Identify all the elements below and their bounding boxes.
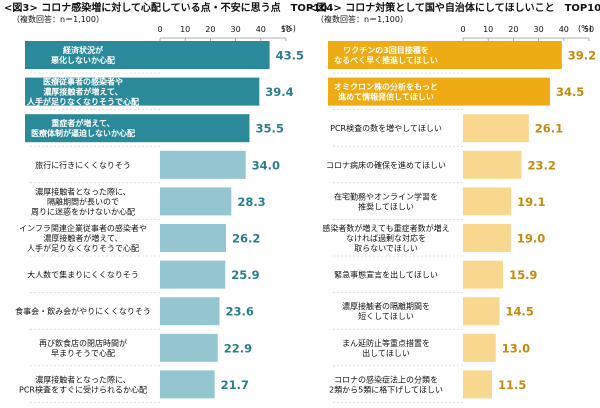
value-label: 43.5 [276,49,304,63]
value-label: 26.1 [535,122,563,136]
category-label: 医療従事者の感染者や濃厚接触者が増えて、人手が足りなくなりそうで心配 [27,77,139,107]
category-label: PCR検査の数を増やしてほしい [330,123,442,133]
bar [463,333,496,362]
value-label: 34.0 [252,158,280,172]
x-tick-label: 50 [281,25,291,34]
category-label: 重症者が増えて、医療体制が逼迫しないか心配 [31,118,135,138]
value-label: 39.2 [568,49,596,63]
value-label: 19.1 [517,195,545,209]
bar [463,41,562,69]
category-label-box [328,77,463,106]
value-label: 15.9 [509,268,537,282]
chart-title: <図3> コロナ感染増に対して心配している点・不安に思う点 TOP10 [4,1,327,14]
value-label: 21.7 [221,378,249,392]
category-label-box [25,114,160,143]
category-label: 濃厚接触者となった際に、隔離期間が長いので周りに迷惑をかけないか心配 [31,186,135,216]
bar [463,77,550,106]
x-tick-label: 40 [256,25,266,34]
bar [463,260,504,289]
value-label: 35.5 [255,122,283,136]
category-label: オミクロン株の分析をもっと進めて情報発信してほしい [334,82,438,102]
bar [160,370,215,399]
bar [160,187,232,216]
x-tick-label: 30 [231,25,241,34]
category-label: 在宅勤務やオンライン学習を推奨してほしい [334,191,438,211]
x-tick-label: 50 [584,25,594,34]
bar [463,187,512,216]
chart-title: <図4> コロナ対策として国や自治体にしてほしいこと TOP10 [308,1,600,14]
category-label: まん延防止等重点措置を出してほしい [342,338,430,358]
bar [463,224,511,252]
chart-subtitle: （複数回答：n＝1,100） [12,14,104,24]
category-label: 再び飲食店の閉店時間が早まりそうで心配 [39,338,127,358]
bar [160,41,270,69]
bar [463,114,529,143]
x-tick-label: 20 [508,25,518,34]
chart-fig3: <図3> コロナ感染増に対して心配している点・不安に思う点 TOP10 （複数回… [4,1,327,403]
bar [463,297,500,326]
category-label-box [25,77,160,106]
value-label: 25.9 [231,268,259,282]
category-label: コロナの感染症法上の分類を 2類から5類に格下げしてほしい [329,374,443,394]
chart-fig4: <図4> コロナ対策として国や自治体にしてほしいこと TOP10 （複数回答：n… [308,1,600,403]
value-label: 26.2 [232,232,260,246]
value-label: 23.6 [225,305,253,319]
x-tick-label: 30 [534,25,544,34]
bar [160,150,246,179]
x-tick-label: 10 [483,25,493,34]
x-tick-label: 40 [559,25,569,34]
x-tick-label: 20 [205,25,215,34]
category-label-box [25,41,160,69]
x-tick-label: 0 [460,25,465,34]
category-label: インフラ関連企業従事者の感染者や濃厚接触者が増えて、人手が足りなくなりそうで心配 [19,223,147,253]
bar [160,224,227,252]
bar [160,260,226,289]
category-label-box [328,41,463,69]
x-tick-label: 0 [157,25,162,34]
unit-label: (%) [578,24,592,33]
bar [463,370,492,399]
bar [160,114,250,143]
bar [463,150,522,179]
bar [160,77,260,106]
value-label: 22.9 [224,341,252,355]
value-label: 14.5 [506,305,534,319]
category-label: 感染者数が増えても重症者数が増えなければ過剰な対応を取らないでほしい [322,223,449,253]
category-label: ワクチンの3回目接種をなるべく早く推進してほしい [334,45,438,65]
value-label: 23.2 [527,158,555,172]
value-label: 13.0 [502,341,530,355]
unit-label: (%) [282,24,296,33]
category-label: 濃厚接触者の隔離期間を短くしてほしい [342,301,430,321]
value-label: 39.4 [265,85,293,99]
value-label: 34.5 [556,85,584,99]
category-label: 緊急事態宣言を出してほしい [334,270,438,280]
category-label: 大人数で集まりにくくなりそう [27,270,139,280]
bar [160,333,218,362]
category-label: 濃厚接触者となった際に、 PCR検査をすぐに受けられるか心配 [19,374,147,394]
value-label: 28.3 [237,195,265,209]
value-label: 11.5 [498,378,526,392]
value-label: 19.0 [517,232,545,246]
category-label: 経済状況が悪化しないか心配 [51,45,115,65]
bar [160,297,220,326]
x-tick-label: 10 [180,25,190,34]
category-label: コロナ病床の確保を進めてほしい [326,160,446,170]
category-label: 旅行に行きにくくなりそう [35,160,131,170]
chart-subtitle: （複数回答：n＝1,100） [316,14,408,24]
category-label: 食事会・飲み会がやりにくくなりそう [15,306,151,316]
